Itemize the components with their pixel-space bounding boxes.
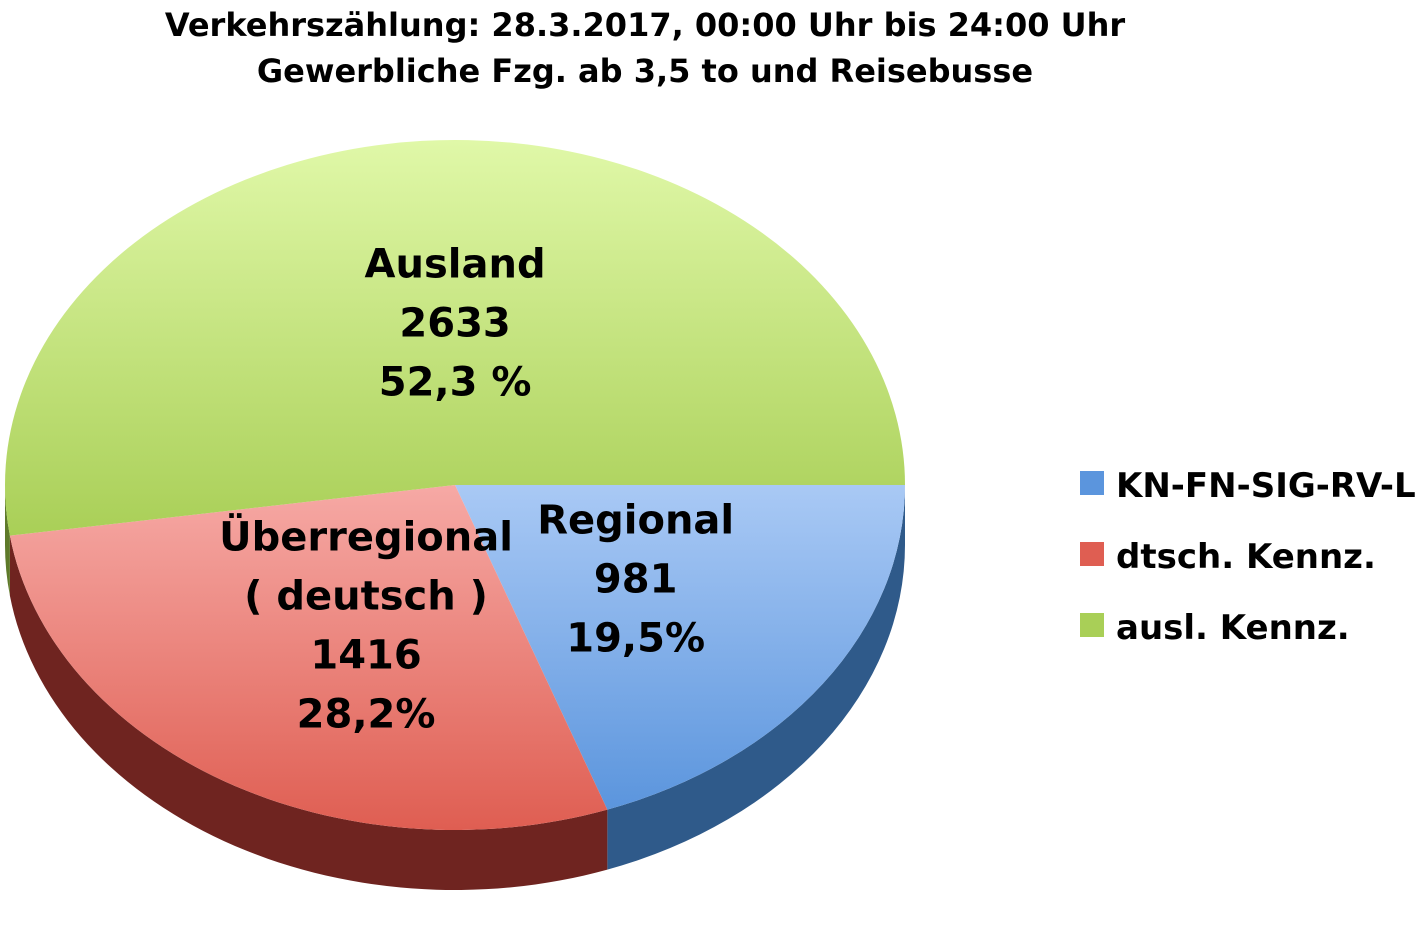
slice-label-ausl-kennz-1: 2633 (399, 300, 510, 346)
slice-label-dtsch-kennz-0: Überregional (219, 512, 513, 560)
legend-label-dtsch-kennz: dtsch. Kennz. (1116, 537, 1376, 577)
legend-label-kn-fn-sig-rv-li: KN-FN-SIG-RV-Li (1116, 466, 1415, 506)
pie-slice-kn-fn-sig-rv-li (455, 485, 905, 810)
slice-label-dtsch-kennz-1: ( deutsch ) (244, 573, 488, 619)
slice-label-dtsch-kennz-3: 28,2% (297, 691, 436, 737)
pie-depth (5, 485, 905, 890)
pie-slice-ausl-kennz (5, 140, 906, 536)
legend-swatch-kn-fn-sig-rv-li (1080, 471, 1104, 495)
pie-slice-dtsch-kennz (9, 485, 608, 831)
slice-label-dtsch-kennz-2: 1416 (310, 632, 421, 678)
slice-label-kn-fn-sig-rv-li-1: 981 (594, 557, 678, 603)
pie-side-ausl-kennz (5, 485, 10, 596)
pie-top (5, 140, 906, 831)
legend: KN-FN-SIG-RV-Li dtsch. Kennz. ausl. Kennz. (1080, 466, 1415, 648)
slice-label-kn-fn-sig-rv-li-2: 19,5% (566, 616, 705, 662)
chart-title: Verkehrszählung: 28.3.2017, 00:00 Uhr bi… (164, 6, 1126, 44)
pie-side-dtsch-kennz (9, 535, 608, 890)
legend-swatch-ausl-kennz (1080, 613, 1104, 637)
pie-side-kn-fn-sig-rv-li (607, 485, 905, 870)
slice-label-kn-fn-sig-rv-li-0: Regional (537, 498, 734, 544)
chart-subtitle: Gewerbliche Fzg. ab 3,5 to und Reisebuss… (256, 52, 1034, 90)
pie-labels: Regional 981 19,5% Überregional ( deutsch ) 1… (219, 241, 734, 737)
legend-swatch-dtsch-kennz (1080, 542, 1104, 566)
legend-label-ausl-kennz: ausl. Kennz. (1116, 608, 1350, 648)
slice-label-ausl-kennz-2: 52,3 % (379, 359, 532, 405)
slice-label-ausl-kennz-0: Ausland (365, 241, 546, 287)
